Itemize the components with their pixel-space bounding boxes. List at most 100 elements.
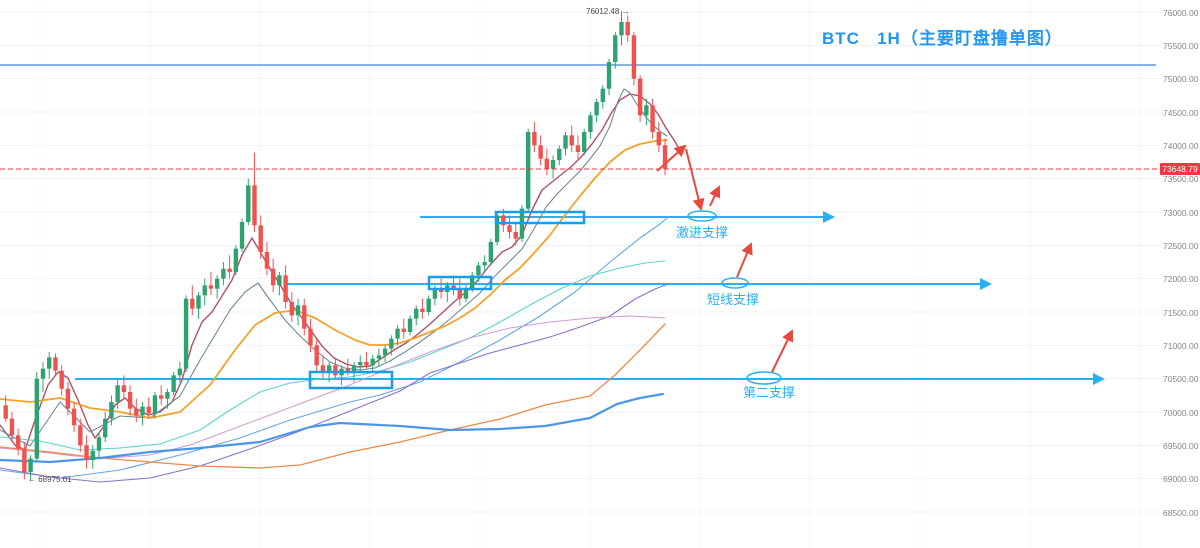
support-label: 第二支撑 xyxy=(743,385,795,400)
ma-blue-bold xyxy=(0,392,665,464)
candle-body xyxy=(270,268,276,286)
ma-orange xyxy=(0,139,668,419)
ma-steelblue xyxy=(0,216,669,479)
candle-body xyxy=(308,328,313,346)
support-label: 短线支撑 xyxy=(707,292,759,307)
ma-cyan xyxy=(0,260,666,451)
ma-purple xyxy=(0,283,669,483)
candle-body xyxy=(208,285,214,289)
candle-body xyxy=(470,275,475,289)
candle-body xyxy=(65,388,71,409)
candle-body xyxy=(351,365,357,372)
candle-body xyxy=(15,435,21,449)
candle-body xyxy=(59,370,64,389)
candle-body xyxy=(463,288,469,299)
ma-slate xyxy=(0,88,668,447)
price-axis-label: 70500.00 xyxy=(1163,374,1199,385)
candle-body xyxy=(140,406,145,416)
support-touch-ellipse xyxy=(687,210,717,222)
candle-body xyxy=(28,458,33,472)
candle-body xyxy=(121,385,127,392)
candle-body xyxy=(525,132,531,209)
candle-body xyxy=(581,132,587,152)
candle-body xyxy=(22,448,27,472)
candle-body xyxy=(625,22,630,36)
candle-body xyxy=(171,375,176,392)
consolidation-box-1 xyxy=(494,210,586,225)
price-axis-label: 75500.00 xyxy=(1163,40,1199,51)
support-touch-ellipse xyxy=(721,277,749,289)
candle-body xyxy=(414,308,419,319)
candle-body xyxy=(134,408,139,416)
candle-body xyxy=(482,262,487,266)
candle-body xyxy=(34,378,39,459)
candle-body xyxy=(644,105,649,116)
candle-body xyxy=(127,392,133,409)
candle-body xyxy=(246,185,251,222)
candle-body xyxy=(3,405,8,419)
candle-body xyxy=(606,62,612,89)
candle-body xyxy=(183,298,189,369)
candle-body xyxy=(588,115,593,132)
candle-body xyxy=(457,288,462,299)
candle-body xyxy=(227,268,232,272)
candle-body xyxy=(314,345,319,366)
candle-body xyxy=(233,248,239,272)
price-axis-label: 72000.00 xyxy=(1163,274,1199,285)
candle-body xyxy=(395,328,400,339)
candle-body xyxy=(420,308,425,312)
candle-body xyxy=(569,135,574,146)
support-touch-ellipse xyxy=(746,371,782,385)
price-axis-label: 73000.00 xyxy=(1163,207,1199,218)
price-axis-label: 74500.00 xyxy=(1163,107,1199,118)
candle-body xyxy=(40,368,46,379)
candle-body xyxy=(177,368,183,376)
candle-body xyxy=(544,158,550,169)
price-axis-label: 71000.00 xyxy=(1163,340,1199,351)
candle-body xyxy=(47,357,52,369)
candle-body xyxy=(264,252,270,269)
price-axis-label: 74000.00 xyxy=(1163,140,1199,151)
candle-body xyxy=(252,185,257,226)
trend-arrow xyxy=(709,185,721,207)
candle-body xyxy=(96,437,102,451)
candle-body xyxy=(78,425,83,446)
candle-body xyxy=(326,365,332,372)
trend-arrow xyxy=(771,329,794,373)
price-axis-label: 75000.00 xyxy=(1163,74,1199,85)
candle-body xyxy=(432,288,438,299)
candle-body xyxy=(333,365,338,376)
candle-body xyxy=(426,298,431,312)
candle-body xyxy=(389,338,394,349)
candle-body xyxy=(202,285,207,296)
candle-body xyxy=(283,275,288,302)
trend-arrow xyxy=(685,148,705,211)
candle-body xyxy=(631,35,637,79)
candle-body xyxy=(221,268,226,279)
candle-body xyxy=(196,295,201,309)
candle-body xyxy=(115,385,120,402)
price-axis-label: 68500.00 xyxy=(1163,507,1199,518)
candle-body xyxy=(513,232,518,239)
candle-body xyxy=(501,215,506,226)
candle-body xyxy=(538,145,543,159)
high-price-label: 76012.48 → xyxy=(586,7,630,16)
price-axis-label: 69500.00 xyxy=(1163,440,1199,451)
candle-body xyxy=(438,288,444,292)
candle-body xyxy=(289,302,295,316)
candle-body xyxy=(637,78,643,116)
candle-body xyxy=(619,22,624,36)
candle-body xyxy=(302,305,307,329)
price-axis[interactable]: 76000.00 75500.00 75000.00 74500.00 74000.00… xyxy=(1160,0,1200,548)
candle-body xyxy=(557,148,562,160)
candle-body xyxy=(370,358,375,366)
candle-body xyxy=(190,298,195,309)
price-axis-label: 73500.00 xyxy=(1163,174,1199,185)
candle-body xyxy=(9,418,15,436)
consolidation-box-3 xyxy=(308,370,394,390)
candle-body xyxy=(594,102,599,116)
candle-body xyxy=(451,285,456,289)
consolidation-box-2 xyxy=(427,275,493,291)
ma-orange-slow xyxy=(0,323,666,469)
